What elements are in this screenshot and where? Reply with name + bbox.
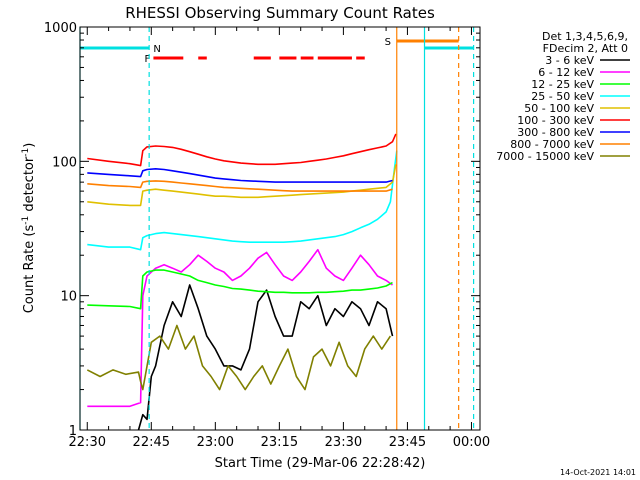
y-tick-label-1: 10 <box>60 290 77 305</box>
legend: Det 1,3,4,5,6,9,FDecim 2, Att 03 - 6 keV… <box>496 30 630 163</box>
y-tick-label-3: 1000 <box>44 21 77 36</box>
series-line-3 <box>87 150 398 251</box>
flag-n-label: N <box>153 44 160 55</box>
legend-header-0: Det 1,3,4,5,6,9, <box>542 30 628 43</box>
legend-label-8: 7000 - 15000 keV <box>496 150 594 163</box>
series-layer <box>86 133 398 431</box>
plot-frame <box>79 26 481 431</box>
legend-label-4: 50 - 100 keV <box>524 102 594 115</box>
legend-label-1: 6 - 12 keV <box>538 66 594 79</box>
x-tick-label-3: 23:15 <box>261 435 298 450</box>
x-tick-label-5: 23:45 <box>389 435 426 450</box>
y-tick-label-0: 1 <box>69 424 77 439</box>
y-axis-label-end: ) <box>22 143 37 148</box>
chart-title: RHESSI Observing Summary Count Rates <box>125 4 435 22</box>
y-axis-label: Count Rate (s-1 detector-1) <box>21 143 37 314</box>
series-line-7 <box>87 180 393 192</box>
x-tick-label-1: 22:45 <box>133 435 170 450</box>
legend-label-6: 300 - 800 keV <box>517 126 594 139</box>
flag-layer: N S F <box>80 37 474 65</box>
y-axis-label-sup1: -1 <box>21 216 31 225</box>
series-line-2 <box>87 269 393 310</box>
flag-s-label: S <box>385 37 391 48</box>
legend-label-0: 3 - 6 keV <box>545 54 594 67</box>
legend-label-5: 100 - 300 keV <box>517 114 594 127</box>
legend-label-2: 12 - 25 keV <box>531 78 594 91</box>
axis-layer: 22:30 22:45 23:00 23:15 23:30 23:45 00:00 1 10 10… <box>44 21 490 450</box>
series-line-0 <box>137 284 394 431</box>
legend-label-7: 800 - 7000 keV <box>510 138 594 151</box>
series-line-5 <box>87 133 397 167</box>
y-axis-label-sup2: -1 <box>21 148 31 157</box>
series-line-6 <box>87 168 393 183</box>
x-axis-label: Start Time (29-Mar-06 22:28:42) <box>215 456 426 471</box>
x-tick-label-6: 00:00 <box>453 435 490 450</box>
x-tick-label-0: 22:30 <box>69 435 106 450</box>
legend-header-1: FDecim 2, Att 0 <box>543 42 628 55</box>
y-axis-label-main: Count Rate (s <box>22 225 37 314</box>
flag-f-label: F <box>145 54 151 65</box>
x-tick-label-2: 23:00 <box>197 435 234 450</box>
render-timestamp: 14-Oct-2021 14:01 <box>560 468 636 477</box>
x-tick-label-4: 23:30 <box>325 435 362 450</box>
legend-label-3: 25 - 50 keV <box>531 90 594 103</box>
y-tick-label-2: 100 <box>52 155 77 170</box>
y-axis-label-mid: detector <box>22 156 37 216</box>
series-line-8 <box>86 324 392 391</box>
